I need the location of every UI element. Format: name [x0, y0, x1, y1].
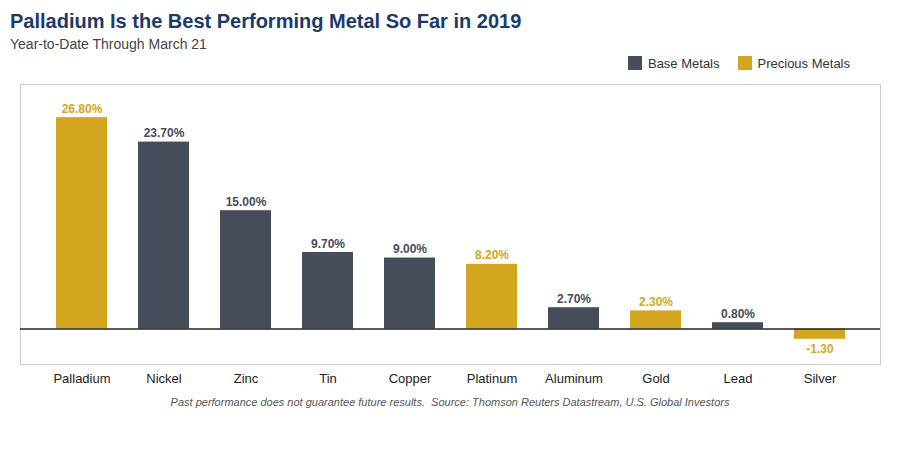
svg-text:23.70%: 23.70% — [144, 126, 185, 140]
svg-text:Platinum: Platinum — [467, 371, 518, 386]
svg-text:Nickel: Nickel — [146, 371, 182, 386]
html-text:Year-to-Date Through March 21: Year-to-Date Through March 21 — [10, 36, 207, 52]
svg-text:Lead: Lead — [724, 371, 753, 386]
svg-text:Palladium: Palladium — [53, 371, 110, 386]
svg-text:8.20%: 8.20% — [475, 248, 509, 262]
svg-text:15.00%: 15.00% — [226, 195, 267, 209]
svg-text:Silver: Silver — [804, 371, 837, 386]
svg-text:Tin: Tin — [319, 371, 337, 386]
svg-text:26.80%: 26.80% — [62, 102, 103, 116]
html-text:Past performance does not guar: Past performance does not guarantee futu… — [170, 396, 425, 408]
html-text:Palladium Is the Best Performi: Palladium Is the Best Performing Metal S… — [10, 10, 522, 32]
svg-text:Zinc: Zinc — [234, 371, 259, 386]
svg-text:Copper: Copper — [389, 371, 432, 386]
svg-text:2.70%: 2.70% — [557, 292, 591, 306]
svg-text:9.70%: 9.70% — [311, 237, 345, 251]
html-text:Precious Metals: Precious Metals — [757, 56, 850, 71]
svg-text:9.00%: 9.00% — [393, 242, 427, 256]
svg-text:0.80%: 0.80% — [721, 307, 755, 321]
svg-text:-1.30: -1.30 — [806, 342, 834, 356]
svg-text:Gold: Gold — [642, 371, 669, 386]
html-text:Source: Thomson Reuters Datast: Source: Thomson Reuters Datastream, U.S.… — [431, 396, 730, 408]
html-text:Base Metals: Base Metals — [648, 56, 720, 71]
svg-text:Aluminum: Aluminum — [545, 371, 603, 386]
svg-text:2.30%: 2.30% — [639, 295, 673, 309]
